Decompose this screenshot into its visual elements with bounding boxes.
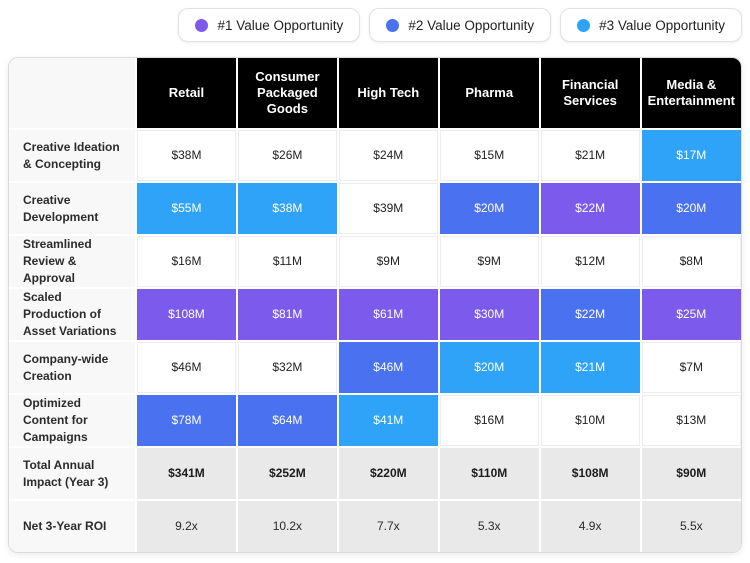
column-header: Media & Entertainment: [641, 58, 741, 128]
value-cell: $12M: [540, 236, 640, 287]
table-corner-cell: [9, 58, 135, 128]
value-cell: $32M: [237, 342, 337, 393]
value-cell: $9M: [338, 236, 438, 287]
value-cell: $24M: [338, 130, 438, 181]
row-label: Creative Development: [9, 183, 135, 234]
rank2-value-cell: $20M: [439, 183, 539, 234]
rank2-value-cell: $78M: [137, 395, 236, 446]
rank1-value-cell: $108M: [137, 289, 236, 340]
rank1-value-cell: $81M: [237, 289, 337, 340]
total-cell: $110M: [439, 448, 539, 499]
column-header: Pharma: [439, 58, 539, 128]
row-label: Scaled Production of Asset Variations: [9, 289, 135, 340]
value-cell: $7M: [641, 342, 741, 393]
column-header: High Tech: [338, 58, 438, 128]
rank1-value-cell: $25M: [641, 289, 741, 340]
value-cell: $26M: [237, 130, 337, 181]
value-cell: $15M: [439, 130, 539, 181]
rank3-value-cell: $41M: [338, 395, 438, 446]
value-cell: $11M: [237, 236, 337, 287]
rank1-value-cell: $61M: [338, 289, 438, 340]
column-header: Consumer Packaged Goods: [237, 58, 337, 128]
roi-cell: 9.2x: [137, 501, 236, 552]
rank3-dot-icon: [577, 18, 591, 32]
roi-cell: 5.5x: [641, 501, 741, 552]
rank2-dot-icon: [386, 18, 400, 32]
value-cell: $46M: [137, 342, 236, 393]
row-label: Creative Ideation & Concepting: [9, 130, 135, 181]
legend-pill-label: #2 Value Opportunity: [408, 17, 535, 33]
total-cell: $341M: [137, 448, 236, 499]
value-cell: $16M: [439, 395, 539, 446]
total-cell: $108M: [540, 448, 640, 499]
rank1-value-cell: $30M: [439, 289, 539, 340]
total-cell: $90M: [641, 448, 741, 499]
row-label: Net 3-Year ROI: [9, 501, 135, 552]
value-cell: $21M: [540, 130, 640, 181]
legend-pill-rank1[interactable]: #1 Value Opportunity: [178, 8, 361, 42]
roi-cell: 4.9x: [540, 501, 640, 552]
legend-pill-rank3[interactable]: #3 Value Opportunity: [560, 8, 742, 42]
total-cell: $252M: [237, 448, 337, 499]
value-cell: $39M: [338, 183, 438, 234]
legend-pill-label: #1 Value Opportunity: [217, 17, 344, 33]
legend-bar: #1 Value Opportunity #2 Value Opportunity…: [8, 8, 742, 42]
column-header: Retail: [137, 58, 236, 128]
rank1-dot-icon: [195, 18, 209, 32]
column-header: Financial Services: [540, 58, 640, 128]
value-table: Retail Consumer Packaged Goods High Tech Ph…: [9, 58, 741, 552]
value-cell: $9M: [439, 236, 539, 287]
legend-pill-rank2[interactable]: #2 Value Opportunity: [369, 8, 552, 42]
rank2-value-cell: $20M: [641, 183, 741, 234]
value-cell: $10M: [540, 395, 640, 446]
value-cell: $38M: [137, 130, 236, 181]
rank3-value-cell: $55M: [137, 183, 236, 234]
roi-cell: 5.3x: [439, 501, 539, 552]
rank3-value-cell: $21M: [540, 342, 640, 393]
legend-pill-label: #3 Value Opportunity: [599, 17, 725, 33]
row-label: Total Annual Impact (Year 3): [9, 448, 135, 499]
value-cell: $13M: [641, 395, 741, 446]
row-label: Company-wide Creation: [9, 342, 135, 393]
roi-cell: 10.2x: [237, 501, 337, 552]
rank2-value-cell: $46M: [338, 342, 438, 393]
rank3-value-cell: $20M: [439, 342, 539, 393]
value-table-card: Retail Consumer Packaged Goods High Tech Ph…: [8, 57, 742, 553]
value-cell: $8M: [641, 236, 741, 287]
row-label: Optimized Content for Campaigns: [9, 395, 135, 446]
value-cell: $16M: [137, 236, 236, 287]
rank3-value-cell: $17M: [641, 130, 741, 181]
rank2-value-cell: $64M: [237, 395, 337, 446]
total-cell: $220M: [338, 448, 438, 499]
row-label: Streamlined Review & Approval: [9, 236, 135, 287]
rank2-value-cell: $22M: [540, 289, 640, 340]
rank1-value-cell: $22M: [540, 183, 640, 234]
rank3-value-cell: $38M: [237, 183, 337, 234]
roi-cell: 7.7x: [338, 501, 438, 552]
